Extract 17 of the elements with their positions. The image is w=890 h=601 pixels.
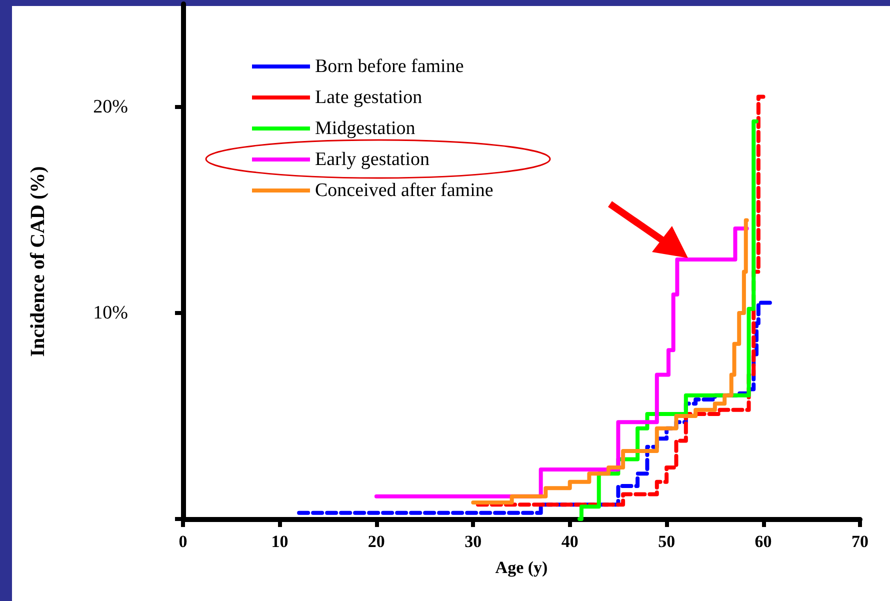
legend-label: Midgestation bbox=[315, 118, 416, 139]
x-tick-label: 0 bbox=[178, 532, 188, 551]
x-tick-label: 50 bbox=[658, 532, 676, 551]
y-tick-label: 10% bbox=[93, 302, 128, 324]
legend-label: Early gestation bbox=[315, 149, 430, 170]
y-axis-title: Incidence of CAD (%) bbox=[27, 166, 49, 357]
legend-label: Conceived after famine bbox=[315, 180, 494, 201]
x-tick-label: 10 bbox=[271, 532, 288, 551]
legend-label: Late gestation bbox=[315, 87, 423, 108]
x-tick-label: 20 bbox=[368, 532, 385, 551]
x-axis-title: Age (y) bbox=[495, 558, 548, 577]
legend-label: Born before famine bbox=[315, 56, 464, 77]
x-tick-label: 60 bbox=[754, 532, 772, 551]
y-tick-label: 20% bbox=[93, 96, 128, 118]
x-tick-label: 30 bbox=[464, 532, 482, 551]
x-tick-label: 40 bbox=[561, 532, 578, 551]
x-tick-label: 70 bbox=[852, 532, 868, 551]
